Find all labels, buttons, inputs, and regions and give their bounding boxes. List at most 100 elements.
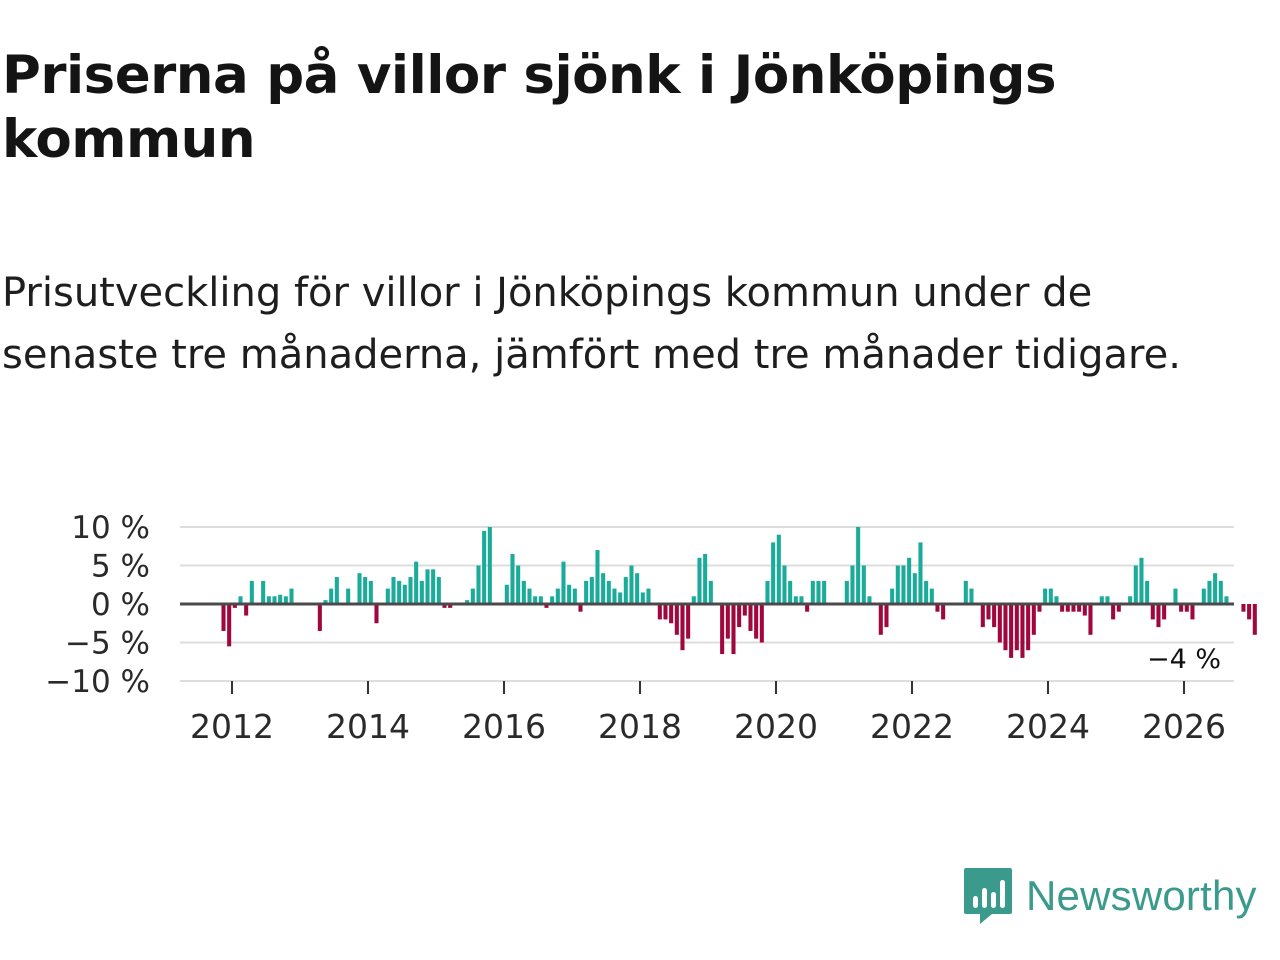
bar (289, 588, 294, 604)
bar (550, 596, 555, 604)
bar (1145, 580, 1150, 604)
bar (822, 580, 827, 604)
bar (357, 573, 362, 604)
bar (278, 594, 283, 604)
bar (1088, 604, 1093, 635)
bar (1213, 573, 1218, 604)
bar (1077, 604, 1082, 612)
bar (589, 577, 594, 604)
x-tick-label: 2018 (598, 707, 682, 746)
bar (884, 604, 889, 628)
bar (776, 534, 781, 604)
bar (1014, 604, 1019, 651)
bar (317, 604, 322, 631)
bar (436, 577, 441, 604)
bar (1201, 588, 1206, 604)
bar (765, 580, 770, 604)
bar (1116, 604, 1121, 612)
bar (521, 580, 526, 604)
bar (703, 553, 708, 604)
bar (941, 604, 946, 620)
bar (720, 604, 725, 655)
bar (1009, 604, 1014, 658)
bar (1128, 596, 1133, 604)
bar (691, 596, 696, 604)
bar (635, 573, 640, 604)
bar (856, 527, 861, 604)
bar (238, 596, 243, 604)
bar (227, 604, 232, 647)
bar (1241, 604, 1246, 612)
bar (997, 604, 1002, 643)
bar (754, 604, 759, 639)
bar (618, 592, 623, 604)
bar (1020, 604, 1025, 658)
bar (867, 596, 872, 604)
bar (986, 604, 991, 620)
bar (516, 565, 521, 604)
bar (1173, 588, 1178, 604)
bar (1037, 604, 1042, 612)
y-tick-label: 5 % (91, 549, 150, 585)
bar (510, 553, 515, 604)
gridlines (180, 526, 1234, 682)
bar (363, 577, 368, 604)
bar (487, 527, 492, 604)
bar (640, 592, 645, 604)
bar (1060, 604, 1065, 612)
bar (799, 596, 804, 604)
bar (374, 604, 379, 624)
bar (912, 573, 917, 604)
bar (1184, 604, 1189, 612)
bar (1252, 604, 1257, 635)
bar (567, 584, 572, 604)
bar (816, 580, 821, 604)
bar (788, 580, 793, 604)
x-tick-label: 2024 (1006, 707, 1090, 746)
bar (601, 573, 606, 604)
bar (1179, 604, 1184, 612)
x-tick-label: 2026 (1142, 707, 1226, 746)
bar (606, 580, 611, 604)
bar (1111, 604, 1116, 620)
x-tick-label: 2016 (462, 707, 546, 746)
bar (1071, 604, 1076, 612)
bar (1162, 604, 1167, 620)
bar (244, 604, 249, 616)
bar (669, 604, 674, 624)
bar (346, 588, 351, 604)
x-tick-label: 2014 (326, 707, 410, 746)
bar (1207, 580, 1212, 604)
bar (572, 588, 577, 604)
bar (1105, 596, 1110, 604)
bar (759, 604, 764, 643)
bar (935, 604, 940, 612)
bar (969, 588, 974, 604)
bar (708, 580, 713, 604)
bar (385, 588, 390, 604)
bar (907, 557, 912, 604)
bar (924, 580, 929, 604)
bar (425, 569, 430, 604)
bar (686, 604, 691, 639)
bar (1247, 604, 1252, 620)
bar (1156, 604, 1161, 628)
bar (861, 565, 866, 604)
bar (538, 596, 543, 604)
bar (663, 604, 668, 620)
bar (810, 580, 815, 604)
bar (368, 580, 373, 604)
bar (748, 604, 753, 631)
bar (578, 604, 583, 612)
bar (1048, 588, 1053, 604)
bar (391, 577, 396, 604)
bar (397, 580, 402, 604)
bar (674, 604, 679, 635)
chart-subtitle: Prisutveckling för villor i Jönköpings k… (2, 270, 1181, 378)
bar (334, 577, 339, 604)
bar (1054, 596, 1059, 604)
bar (555, 588, 560, 604)
bar (657, 604, 662, 620)
bar (266, 596, 271, 604)
chart-title: Priserna på villor sjönk i Jönköpings ko… (2, 45, 1057, 170)
